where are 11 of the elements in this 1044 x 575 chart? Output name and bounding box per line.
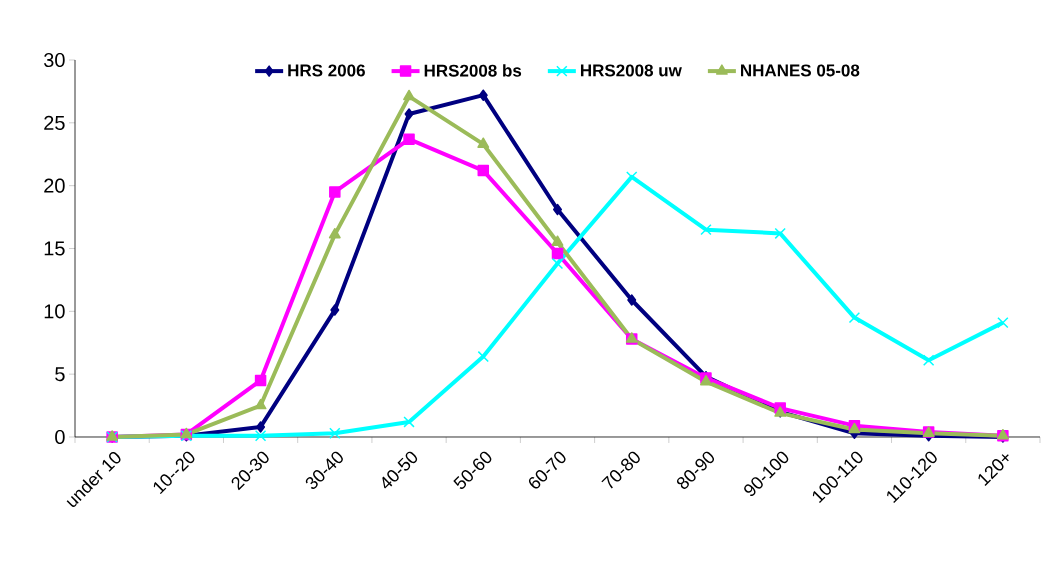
legend-label: NHANES 05-08: [741, 64, 860, 77]
legend-label: HRS2008 uw: [580, 64, 682, 77]
legend-label: HRS 2006: [288, 64, 365, 77]
y-tick-label: 20: [44, 178, 65, 193]
y-tick-label: 30: [44, 52, 65, 68]
y-tick-label: 0: [55, 429, 65, 445]
y-tick-label: 5: [55, 367, 65, 382]
y-tick-label: 25: [44, 115, 65, 130]
y-tick-label: 10: [44, 304, 65, 319]
legend-label: HRS2008 bs: [424, 64, 522, 77]
y-tick-label: 15: [44, 241, 65, 256]
